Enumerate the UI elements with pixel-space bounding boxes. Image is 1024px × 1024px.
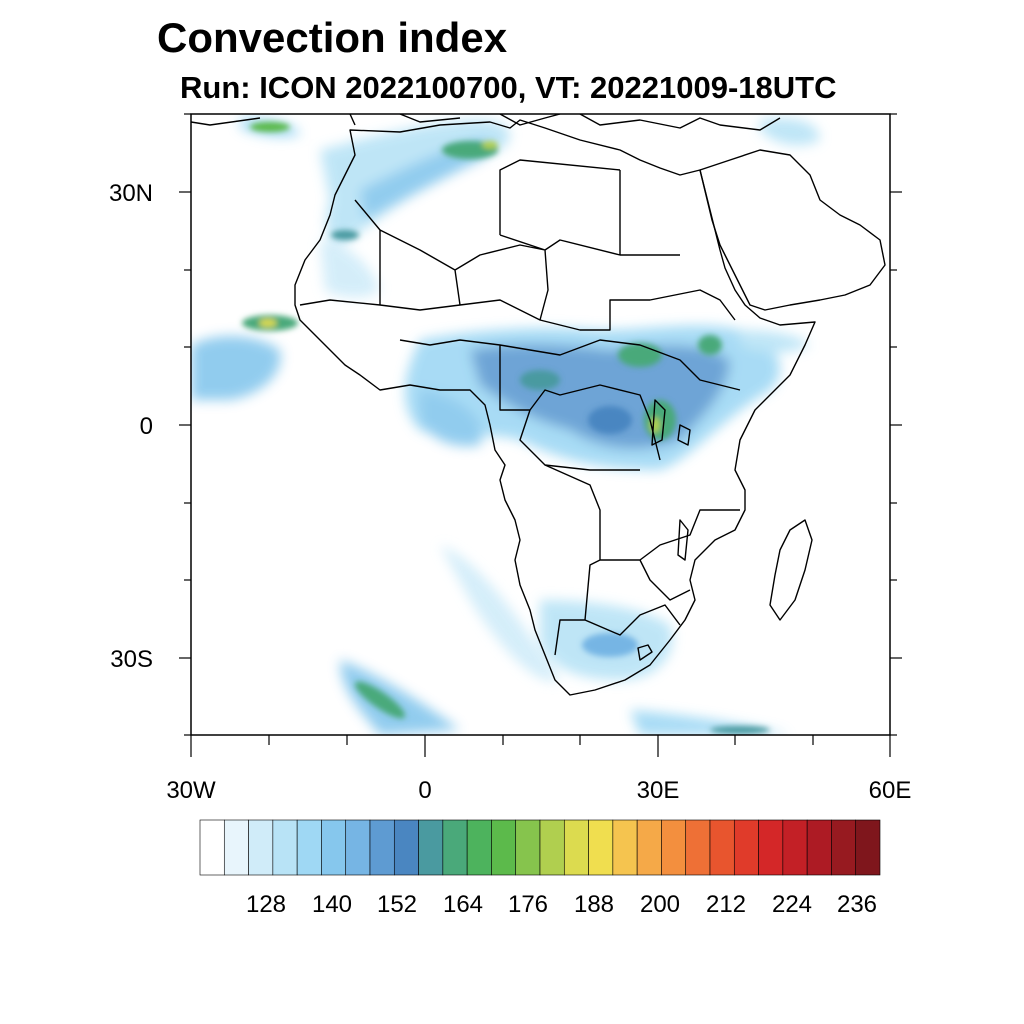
- coastline-arabia: [699, 149, 886, 311]
- field-sw-streak: [440, 545, 560, 682]
- colorbar-box: [248, 819, 274, 876]
- colorbar-box: [563, 819, 589, 876]
- colorbar-box: [685, 819, 711, 876]
- field-south-atlantic: [340, 660, 460, 735]
- field-westafrica: [320, 240, 380, 298]
- x-label-60e: 60E: [869, 777, 912, 804]
- colorbar-label: 212: [706, 891, 746, 918]
- colorbar-label: 176: [508, 891, 548, 918]
- colorbar-label: 224: [772, 891, 812, 918]
- core-north-band: [250, 122, 290, 132]
- colorbar-box: [661, 819, 687, 876]
- core-south-atlantic: [355, 681, 405, 719]
- colorbar-box: [296, 819, 322, 876]
- colorbar-box: [321, 819, 347, 876]
- y-ticks: [179, 113, 902, 736]
- colorbar-box: [369, 819, 395, 876]
- y-label-0: 0: [140, 413, 153, 440]
- y-label-30n: 30N: [109, 180, 153, 207]
- colorbar-box: [466, 819, 492, 876]
- field-hoa: [740, 330, 810, 353]
- border-sahel: [299, 289, 736, 331]
- plot-title: Convection index: [157, 14, 508, 61]
- core-south-indian: [710, 726, 770, 734]
- colorbar-box: [539, 819, 565, 876]
- colorbar-box: [806, 819, 832, 876]
- core-lakes: [644, 400, 676, 440]
- colorbar-box: [272, 819, 298, 876]
- colorbar-box: [345, 819, 371, 876]
- colorbar-box: [491, 819, 517, 876]
- core-cameroon: [520, 370, 560, 390]
- colorbar: [199, 819, 881, 876]
- colorbar-box: [758, 819, 784, 876]
- coastline-europe: [191, 114, 781, 131]
- colorbar-box: [393, 819, 419, 876]
- core-westafrica: [331, 230, 359, 240]
- colorbar-labels: 128 140 152 164 176 188 200 212 224 236: [246, 891, 877, 918]
- lakes: [651, 399, 691, 561]
- colorbar-box: [709, 819, 735, 876]
- field-atlantic-west: [191, 335, 281, 400]
- colorbar-label: 152: [377, 891, 417, 918]
- colorbar-box: [515, 819, 541, 876]
- core-ethiopia: [618, 343, 662, 367]
- colorbar-box: [636, 819, 662, 876]
- field-sahara-band-core: [360, 140, 493, 220]
- plot-subtitle: Run: ICON 2022100700, VT: 20221009-18UTC: [180, 70, 837, 105]
- x-label-0: 0: [418, 777, 431, 804]
- colorbar-box: [855, 819, 881, 876]
- colorbar-box: [442, 819, 468, 876]
- colorbar-box: [418, 819, 444, 876]
- border-south: [544, 464, 740, 661]
- x-label-30w: 30W: [166, 777, 216, 804]
- colorbar-box: [199, 819, 225, 876]
- colorbar-label: 236: [837, 891, 877, 918]
- colorbar-box: [223, 819, 249, 876]
- core-atlas-peak: [482, 141, 498, 149]
- colorbar-label: 188: [574, 891, 614, 918]
- colorbar-box: [733, 819, 759, 876]
- core-ethiopia-2: [698, 335, 722, 355]
- x-label-30e: 30E: [637, 777, 680, 804]
- core-senegal-peak: [259, 319, 277, 327]
- colorbar-label: 200: [640, 891, 680, 918]
- coastline-madagascar: [769, 519, 813, 621]
- colorbar-label: 140: [312, 891, 352, 918]
- colorbar-box: [782, 819, 808, 876]
- convection-field: [191, 114, 886, 735]
- colorbar-label: 164: [443, 891, 483, 918]
- colorbar-label: 128: [246, 891, 286, 918]
- x-ticks: [190, 735, 891, 757]
- field-gulf: [420, 390, 482, 447]
- field-arabia-edge: [760, 118, 820, 146]
- y-label-30s: 30S: [110, 646, 153, 673]
- border-north: [354, 159, 680, 321]
- core-congo: [588, 406, 632, 434]
- colorbar-box: [612, 819, 638, 876]
- core-southern-africa: [582, 633, 638, 657]
- colorbar-box: [588, 819, 614, 876]
- colorbar-box: [831, 819, 857, 876]
